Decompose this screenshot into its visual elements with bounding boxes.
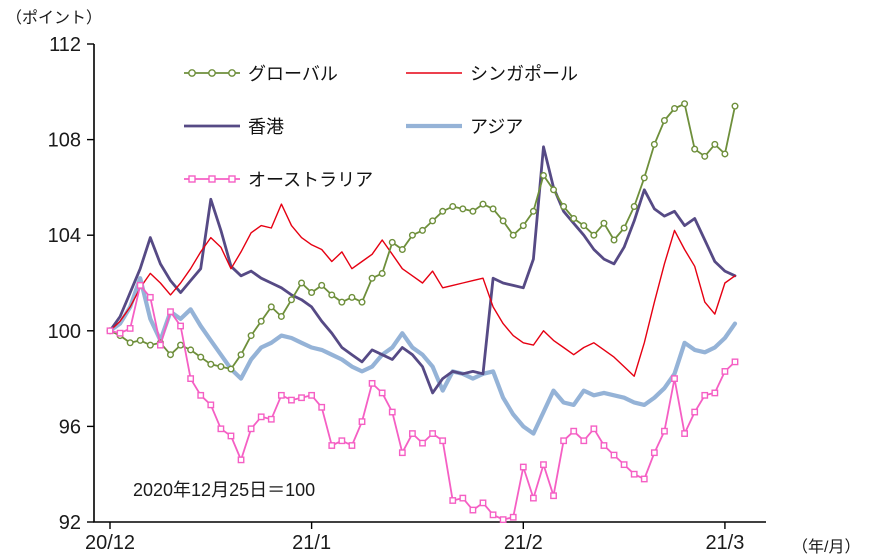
- legend-label-asia: アジア: [470, 117, 524, 137]
- y-axis-unit-label: （ポイント）: [6, 10, 103, 27]
- legend-swatch-australia: [183, 171, 241, 187]
- svg-text:108: 108: [48, 130, 81, 152]
- legend-row-1: グローバル シンガポール: [183, 60, 578, 86]
- legend-row-2: 香港 アジア: [183, 113, 578, 139]
- svg-text:104: 104: [48, 225, 81, 247]
- legend-swatch-singapore: [405, 65, 463, 81]
- legend-item-hongkong: 香港: [183, 113, 405, 139]
- base-date-annotation: 2020年12月25日＝100: [133, 480, 316, 500]
- legend-swatch-hongkong: [183, 118, 241, 134]
- legend-row-3: オーストラリア: [183, 166, 578, 192]
- legend-swatch-global: [183, 65, 241, 81]
- legend-label-hongkong: 香港: [248, 117, 284, 137]
- legend-label-singapore: シンガポール: [470, 64, 578, 84]
- legend-label-australia: オーストラリア: [248, 170, 374, 190]
- legend-item-singapore: シンガポール: [405, 60, 578, 86]
- svg-text:20/12: 20/12: [85, 532, 135, 554]
- svg-text:21/3: 21/3: [705, 532, 744, 554]
- legend-item-asia: アジア: [405, 113, 523, 139]
- legend-label-global: グローバル: [248, 64, 338, 84]
- svg-text:21/1: 21/1: [292, 532, 331, 554]
- legend-item-global: グローバル: [183, 60, 405, 86]
- legend-swatch-asia: [405, 118, 463, 134]
- svg-text:96: 96: [59, 416, 81, 438]
- svg-text:92: 92: [59, 512, 81, 534]
- legend-item-australia: オーストラリア: [183, 166, 373, 192]
- svg-text:100: 100: [48, 321, 81, 343]
- svg-text:112: 112: [49, 34, 81, 56]
- svg-text:21/2: 21/2: [504, 532, 543, 554]
- x-axis-unit-label: （年/月）: [792, 539, 861, 555]
- chart-legend: グローバル シンガポール 香港 アジア オーストラリア: [183, 60, 578, 219]
